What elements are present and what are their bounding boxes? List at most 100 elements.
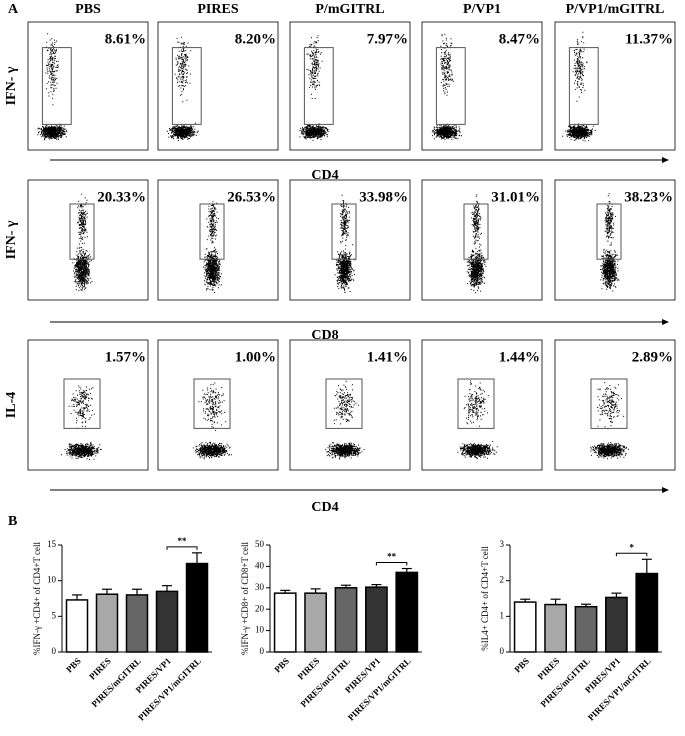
event-dots (299, 35, 329, 141)
bar (95, 593, 119, 653)
x-arrow-head (662, 157, 669, 163)
bar (513, 601, 537, 653)
bar (574, 605, 598, 653)
x-tick-label: PIRES (296, 656, 322, 682)
row-x-label: CD4 (311, 500, 338, 515)
bar (395, 571, 419, 653)
significance-label: * (629, 542, 634, 552)
significance-bracket (166, 546, 198, 550)
x-tick-label: PBS (64, 656, 83, 675)
y-tick-label: 30 (255, 582, 265, 592)
gate (193, 378, 231, 429)
bar (334, 587, 358, 653)
bar (365, 586, 388, 653)
gate (69, 203, 95, 260)
y-axis-title: %IL4+ CD4+ of CD4+T cell (480, 546, 490, 651)
event-dots (334, 194, 356, 293)
y-tick-label: 1 (500, 610, 505, 620)
gate-percentage: 1.00% (235, 349, 276, 365)
plot-frame (157, 21, 279, 151)
y-tick-label: 20 (255, 603, 265, 613)
gate (199, 203, 225, 260)
panel-label: B (8, 514, 17, 529)
gate-percentage: 11.37% (625, 31, 673, 47)
x-arrow-head (662, 319, 669, 325)
gate-percentage: 8.61% (105, 31, 146, 47)
event-dots (590, 382, 629, 460)
bar (304, 592, 327, 653)
gate-percentage: 31.01% (491, 189, 540, 205)
plot-frame (289, 179, 411, 301)
gate-percentage: 1.57% (105, 349, 146, 365)
gate-percentage: 38.23% (624, 189, 673, 205)
significance-bracket (375, 562, 408, 566)
event-dots (562, 31, 596, 142)
event-dots (61, 385, 102, 460)
event-dots (166, 36, 199, 141)
row-x-label: CD4 (311, 168, 338, 183)
gate-percentage: 26.53% (227, 189, 276, 205)
plot-frame (421, 179, 543, 301)
plot-frame (27, 339, 149, 471)
gate (63, 378, 101, 429)
significance-bracket (615, 552, 648, 557)
y-tick-label: 10 (255, 625, 265, 635)
event-dots (37, 33, 68, 141)
plot-frame (421, 339, 543, 471)
bar (185, 562, 209, 653)
plot-frame (289, 21, 411, 151)
y-tick-label: 40 (255, 560, 265, 570)
gate (41, 47, 72, 125)
plot-frame (157, 339, 279, 471)
event-dots (457, 378, 498, 460)
y-tick-label: 0 (52, 646, 57, 656)
gate (303, 47, 334, 125)
bar (635, 572, 659, 653)
plot-frame (554, 339, 676, 471)
column-header: PIRES (197, 2, 238, 17)
plot-frame (27, 21, 149, 151)
gate-percentage: 1.44% (499, 349, 540, 365)
gate-percentage: 20.33% (97, 189, 146, 205)
gate (463, 203, 489, 260)
event-dots (325, 380, 365, 460)
y-tick-label: 5 (52, 610, 57, 620)
gate-percentage: 1.41% (367, 349, 408, 365)
plot-frame (157, 179, 279, 301)
bar (155, 590, 179, 653)
gate (568, 47, 599, 125)
column-header: P/VP1/mGITRL (566, 2, 665, 17)
plot-frame (421, 21, 543, 151)
x-arrow-head (662, 487, 669, 493)
row-y-label: IL-4 (4, 392, 19, 418)
event-dots (192, 382, 232, 460)
y-axis-title: %IFN-γ +CD4+ of CD4+T cell (32, 541, 42, 655)
gate (325, 378, 363, 429)
gate (171, 47, 202, 125)
plot-frame (554, 179, 676, 301)
column-header: P/mGITRL (315, 2, 384, 17)
panel-label: A (8, 2, 19, 17)
row-x-label: CD8 (311, 328, 338, 343)
gate (590, 378, 628, 429)
bar (605, 596, 628, 653)
bar (125, 594, 149, 653)
row-y-label: IFN- γ (4, 220, 19, 259)
event-dots (72, 193, 93, 292)
y-tick-label: 15 (47, 539, 57, 549)
gate (331, 203, 357, 260)
significance-label: ** (387, 552, 397, 562)
significance-label: ** (178, 536, 188, 546)
y-tick-label: 2 (500, 575, 505, 585)
plot-frame (289, 339, 411, 471)
plot-frame (554, 21, 676, 151)
column-header: P/VP1 (463, 2, 501, 17)
gate-percentage: 8.47% (499, 31, 540, 47)
event-dots (431, 33, 462, 141)
y-axis-title: %IFN-γ +CD8+ of CD8+T cell (240, 541, 250, 655)
gate-percentage: 2.89% (632, 349, 673, 365)
y-tick-label: 0 (500, 646, 505, 656)
event-dots (202, 201, 222, 293)
gate-percentage: 8.20% (235, 31, 276, 47)
